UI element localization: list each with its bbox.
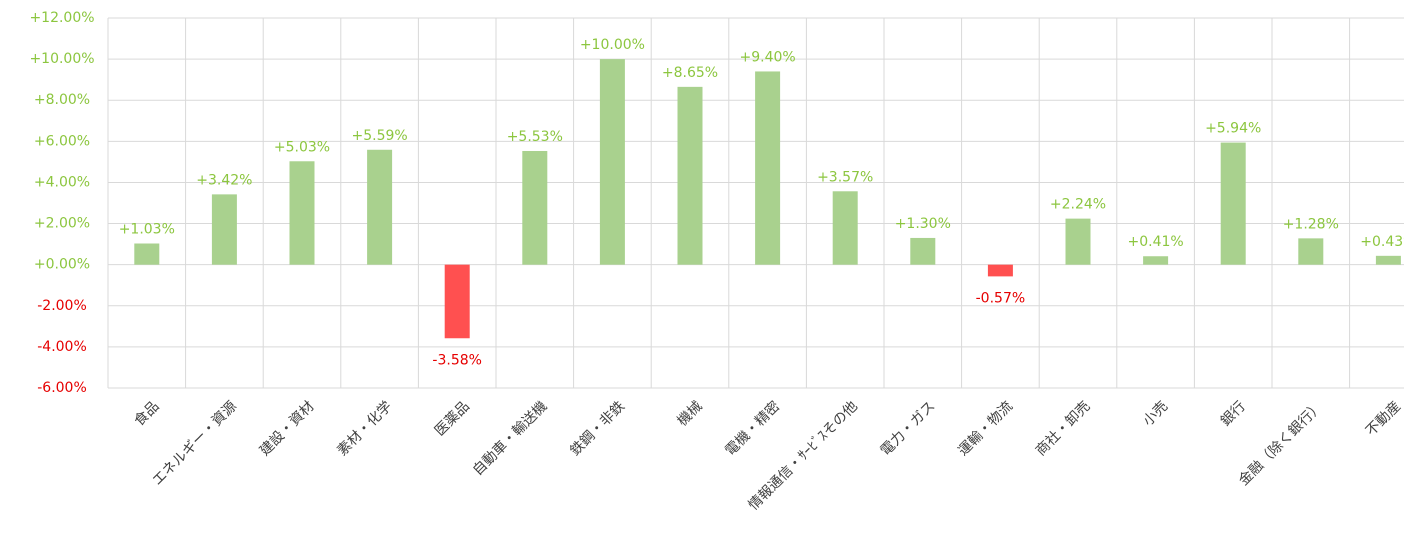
x-tick-label: 機械 (675, 398, 706, 429)
x-tick-label: 自動車・輸送機 (469, 398, 550, 479)
value-label: +10.00% (580, 37, 645, 53)
value-label: +1.03% (119, 221, 175, 237)
x-tick-label: 商社・卸売 (1033, 398, 1094, 459)
value-label: +0.41% (1127, 234, 1183, 250)
x-tick-label: 銀行 (1218, 398, 1249, 429)
x-tick-label: 鉄鋼・非鉄 (567, 398, 628, 459)
value-label: +5.59% (351, 128, 407, 144)
value-label: +5.94% (1205, 121, 1261, 137)
y-tick-label: +0.00% (34, 257, 90, 273)
value-label: +8.65% (662, 65, 718, 81)
x-tick-label: エネルギー・資源 (150, 398, 241, 489)
bar (1298, 238, 1324, 265)
bar (599, 59, 625, 265)
value-label: +1.30% (895, 216, 951, 232)
value-label: +3.57% (817, 169, 873, 185)
value-label: +9.40% (739, 49, 795, 65)
value-label: +5.53% (507, 129, 563, 145)
y-tick-label: -2.00% (37, 298, 87, 314)
y-tick-label: +12.00% (29, 10, 94, 26)
x-tick-label: 素材・化学 (334, 398, 395, 459)
x-tick-label: 運輸・物流 (955, 398, 1016, 459)
y-tick-label: +6.00% (34, 133, 90, 149)
value-label: +2.24% (1050, 197, 1106, 213)
x-tick-label: 電機・精密 (722, 398, 784, 460)
value-label: -0.57% (976, 290, 1026, 306)
bar (910, 237, 936, 265)
x-tick-label: 金融（除く銀行） (1236, 398, 1327, 489)
bar (444, 264, 470, 339)
bar (1220, 142, 1246, 265)
bar (522, 150, 548, 265)
x-tick-label: 電力・ガス (878, 398, 939, 459)
value-label: +0.43% (1360, 234, 1404, 250)
bar (832, 191, 858, 265)
value-label: +5.03% (274, 139, 330, 155)
x-tick-label: 食品 (131, 398, 163, 430)
bar (289, 161, 315, 265)
bar (755, 71, 781, 265)
value-label: -3.58% (432, 352, 482, 368)
bar (1375, 255, 1401, 265)
bar (211, 194, 237, 265)
x-tick-label: 医薬品 (432, 398, 473, 439)
value-label: +1.28% (1283, 216, 1339, 232)
y-tick-label: -4.00% (37, 339, 87, 355)
bar (1143, 256, 1169, 265)
y-tick-label: +8.00% (34, 92, 90, 108)
bar (134, 243, 160, 265)
y-tick-label: -6.00% (37, 380, 87, 396)
x-tick-label: 小売 (1140, 398, 1171, 429)
x-tick-label: 建設・資材 (257, 398, 318, 459)
bar (1065, 218, 1091, 265)
y-tick-label: +10.00% (29, 51, 94, 67)
bar (987, 264, 1013, 277)
y-tick-label: +4.00% (34, 174, 90, 190)
bar (367, 149, 393, 265)
bar (677, 86, 703, 265)
value-label: +3.42% (196, 172, 252, 188)
x-tick-label: 不動産 (1363, 398, 1404, 439)
y-tick-label: +2.00% (34, 216, 90, 232)
